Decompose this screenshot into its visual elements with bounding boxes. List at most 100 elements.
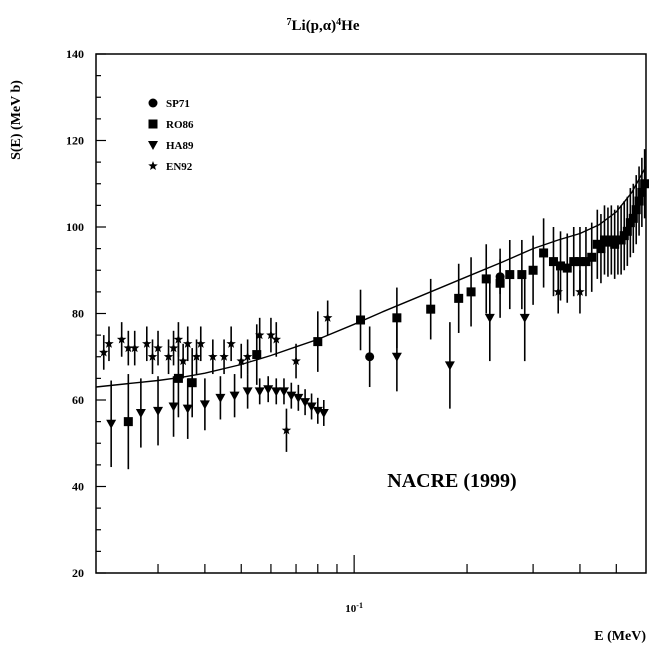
plot-frame	[95, 53, 647, 574]
data-point-ro86	[637, 187, 647, 197]
data-point-ro86	[313, 337, 323, 347]
data-point-ro86	[252, 350, 262, 360]
x-tick-label: 10-1	[345, 601, 363, 616]
data-point-en92	[553, 286, 563, 296]
legend-label-en92: EN92	[166, 161, 193, 173]
data-point-en92	[173, 334, 184, 344]
data-point-ro86	[581, 257, 591, 267]
x-tick-label-base: 10	[345, 603, 357, 615]
data-point-ha89	[242, 387, 253, 397]
y-axis-label: S(E) (MeV b)	[9, 80, 24, 160]
y-tick-label: 60	[72, 393, 84, 407]
x-tick-label-exp: -1	[356, 601, 363, 610]
data-point-ha89	[391, 352, 402, 362]
x-axis-label: E (MeV)	[594, 629, 646, 644]
data-point-ro86	[562, 263, 572, 273]
data-point-ro86	[187, 378, 197, 388]
data-point-en92	[242, 351, 253, 361]
fit-layer	[95, 166, 647, 388]
data-layer	[99, 149, 649, 470]
chart-title: 7Li(p,α)4He	[287, 17, 360, 35]
data-point-ro86	[481, 274, 491, 284]
y-tick-label: 80	[72, 307, 84, 321]
data-point-ha89	[153, 406, 164, 416]
data-point-ha89	[199, 400, 210, 410]
legend-label-ro86: RO86	[166, 119, 194, 131]
data-point-ro86	[517, 270, 527, 280]
data-point-ha89	[444, 361, 455, 371]
legend-marker-sp71	[148, 98, 158, 108]
data-point-ro86	[454, 293, 464, 303]
data-point-ha89	[271, 387, 282, 397]
series-ha89	[106, 274, 530, 468]
data-point-en92	[322, 312, 333, 322]
y-tick-label: 20	[72, 566, 84, 580]
y-axis: 20 40 60 80 100 120 140	[66, 47, 106, 580]
data-point-en92	[178, 356, 188, 366]
series-ro86	[123, 149, 649, 470]
data-point-ha89	[168, 402, 179, 412]
legend-marker-en92	[148, 161, 158, 171]
data-point-ro86	[466, 287, 476, 297]
data-point-en92	[226, 338, 236, 348]
legend-label-sp71: SP71	[166, 98, 190, 110]
data-point-ha89	[254, 387, 265, 397]
data-point-en92	[142, 338, 152, 348]
data-point-en92	[196, 338, 206, 348]
data-point-ro86	[528, 265, 538, 275]
data-point-ha89	[278, 387, 289, 397]
data-point-ha89	[484, 313, 495, 323]
data-point-en92	[208, 351, 218, 361]
data-point-ro86	[426, 304, 436, 314]
data-point-en92	[266, 330, 276, 340]
data-point-ha89	[229, 391, 240, 401]
y-tick-label: 40	[72, 480, 84, 494]
data-point-sp71	[365, 352, 375, 362]
data-point-ro86	[173, 373, 183, 383]
data-point-ro86	[634, 196, 644, 206]
data-point-en92	[99, 347, 109, 357]
legend-marker-ro86	[148, 119, 158, 129]
data-point-ro86	[556, 261, 566, 271]
data-point-ro86	[575, 257, 585, 267]
data-point-ro86	[587, 252, 597, 262]
data-point-ha89	[300, 398, 311, 408]
y-tick-label: 120	[66, 134, 84, 148]
data-point-ha89	[293, 393, 304, 403]
data-point-en92	[575, 286, 585, 296]
data-point-en92	[163, 351, 174, 361]
data-point-en92	[129, 343, 140, 353]
data-point-en92	[281, 425, 292, 435]
chart-title-main3: He	[341, 18, 360, 34]
chart-annotation: NACRE (1999)	[387, 470, 516, 492]
fit-curve	[95, 166, 647, 388]
chart-title-sup1: 7	[287, 17, 292, 28]
data-point-ro86	[631, 205, 641, 215]
data-point-ro86	[392, 313, 402, 323]
legend-marker-ha89	[148, 141, 158, 150]
data-point-ro86	[640, 179, 649, 189]
legend-label-ha89: HA89	[166, 140, 194, 152]
legend: SP71 RO86 HA89 EN92	[148, 98, 194, 173]
data-point-en92	[191, 351, 202, 361]
data-point-ha89	[318, 408, 329, 418]
data-point-en92	[104, 338, 114, 348]
data-point-en92	[291, 356, 301, 366]
data-point-en92	[147, 351, 158, 361]
data-point-ro86	[548, 257, 558, 267]
chart-title-greek: α	[323, 18, 332, 34]
data-point-ha89	[106, 419, 117, 429]
data-point-ro86	[569, 257, 579, 267]
data-point-ro86	[622, 226, 632, 236]
data-point-en92	[271, 334, 282, 344]
data-point-ha89	[135, 408, 146, 418]
data-point-ro86	[628, 213, 638, 223]
data-point-en92	[254, 330, 265, 340]
data-point-en92	[153, 343, 163, 353]
chart-title-main2: )	[331, 18, 336, 34]
data-point-en92	[116, 334, 127, 344]
plot-border	[95, 53, 647, 574]
data-point-ro86	[123, 417, 133, 427]
data-point-ha89	[306, 402, 317, 412]
